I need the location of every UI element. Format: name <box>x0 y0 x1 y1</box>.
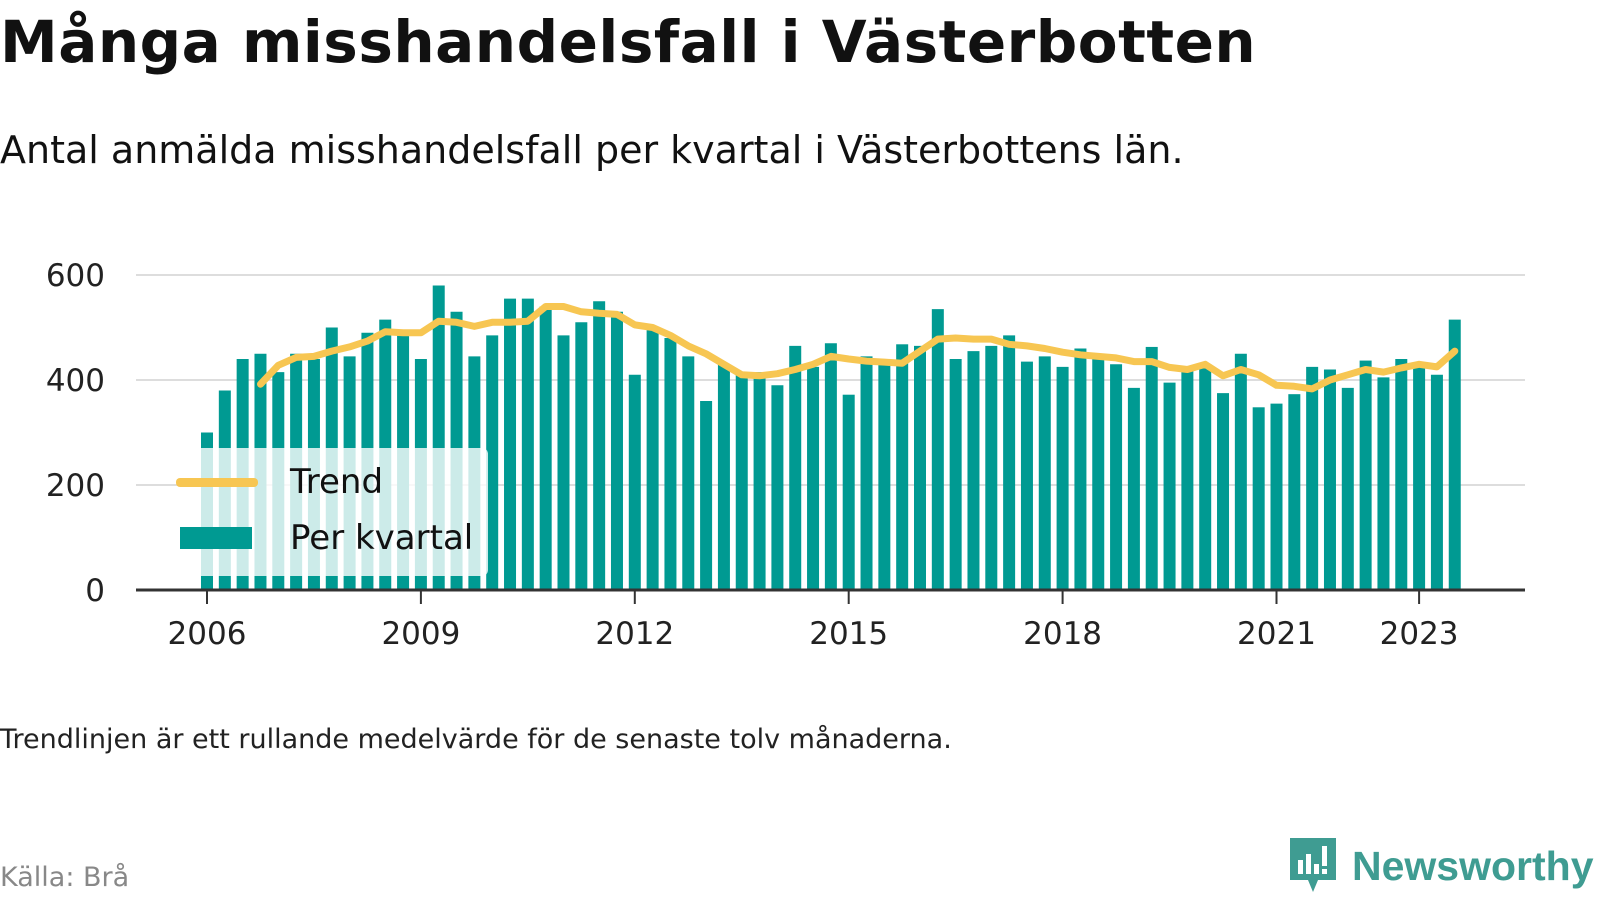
x-tick-label: 2015 <box>809 616 888 652</box>
bar <box>1074 348 1087 590</box>
footnote: Trendlinjen är ett rullande medelvärde f… <box>0 724 952 755</box>
bar <box>1270 403 1283 590</box>
bar <box>539 306 552 590</box>
chart-title: Många misshandelsfall i Västerbotten <box>0 8 1257 76</box>
bar <box>931 309 944 590</box>
bar <box>610 311 623 590</box>
x-axis-ticks: 2006 2009 2012 2015 2018 2021 2023 <box>168 590 1459 652</box>
bar <box>1359 360 1372 590</box>
brand-logo: Newsworthy <box>1288 836 1594 896</box>
bar <box>789 345 802 590</box>
bar <box>1163 382 1176 590</box>
bar <box>949 359 962 590</box>
y-tick-label: 200 <box>46 468 105 504</box>
bar <box>1092 359 1105 590</box>
legend: Trend Per kvartal <box>176 448 488 576</box>
bar <box>985 345 998 590</box>
bar <box>557 335 570 590</box>
legend-item-trend: Trend <box>176 462 384 502</box>
newsworthy-logo-icon <box>1290 838 1336 892</box>
bar <box>896 344 909 590</box>
y-axis-ticks: 0 200 400 600 <box>46 258 105 609</box>
bar <box>1377 377 1390 590</box>
bar <box>521 298 534 590</box>
bar <box>1288 394 1301 590</box>
bar <box>1234 353 1247 590</box>
bar <box>1110 364 1123 590</box>
trend-line <box>257 303 1459 393</box>
bar <box>1413 364 1426 590</box>
bar <box>664 338 677 590</box>
legend-bar-label: Per kvartal <box>290 518 474 558</box>
source-label: Källa: Brå <box>0 862 130 893</box>
bar <box>700 401 713 590</box>
bar <box>1341 387 1354 590</box>
bar <box>1056 366 1069 590</box>
legend-trend-label: Trend <box>290 462 384 502</box>
bar <box>628 374 641 590</box>
bar <box>1127 387 1140 590</box>
bar <box>914 345 926 590</box>
x-tick-label: 2006 <box>168 616 247 652</box>
bar <box>646 330 659 590</box>
bar <box>1020 361 1033 590</box>
bar <box>735 374 748 590</box>
bar <box>682 356 695 590</box>
bar <box>1323 369 1336 590</box>
x-tick-label: 2009 <box>381 616 460 652</box>
bar <box>771 385 784 590</box>
y-tick-label: 600 <box>46 258 105 294</box>
bar <box>1199 364 1212 590</box>
bar <box>717 364 730 590</box>
bar <box>504 298 517 590</box>
bar <box>1306 366 1319 590</box>
bar <box>807 366 820 590</box>
y-tick-label: 400 <box>46 363 105 399</box>
bar <box>1395 359 1408 590</box>
bar <box>1038 356 1051 590</box>
bar <box>1003 335 1016 590</box>
legend-item-per-kvartal: Per kvartal <box>180 518 474 558</box>
x-tick-label: 2021 <box>1237 616 1316 652</box>
trend-series <box>257 303 1459 393</box>
legend-bar-swatch <box>180 527 252 549</box>
bar <box>575 322 588 590</box>
bar <box>1252 407 1265 590</box>
bar <box>1145 346 1158 590</box>
x-tick-label: 2023 <box>1380 616 1459 652</box>
bar <box>824 343 837 590</box>
brand-name: Newsworthy <box>1352 842 1594 889</box>
bar <box>1448 319 1461 590</box>
bar <box>878 364 891 590</box>
x-tick-label: 2012 <box>595 616 674 652</box>
bar <box>860 356 873 590</box>
bar <box>1217 393 1230 590</box>
bar <box>1430 374 1443 590</box>
bar <box>753 372 766 590</box>
bar <box>1181 369 1194 590</box>
bar <box>593 301 606 590</box>
bar <box>486 335 499 590</box>
x-tick-label: 2018 <box>1023 616 1102 652</box>
bar <box>967 351 980 590</box>
legend-trend-swatch <box>176 477 258 487</box>
y-tick-label: 0 <box>85 573 105 609</box>
chart-subtitle: Antal anmälda misshandelsfall per kvarta… <box>0 128 1184 172</box>
bar <box>842 394 855 590</box>
